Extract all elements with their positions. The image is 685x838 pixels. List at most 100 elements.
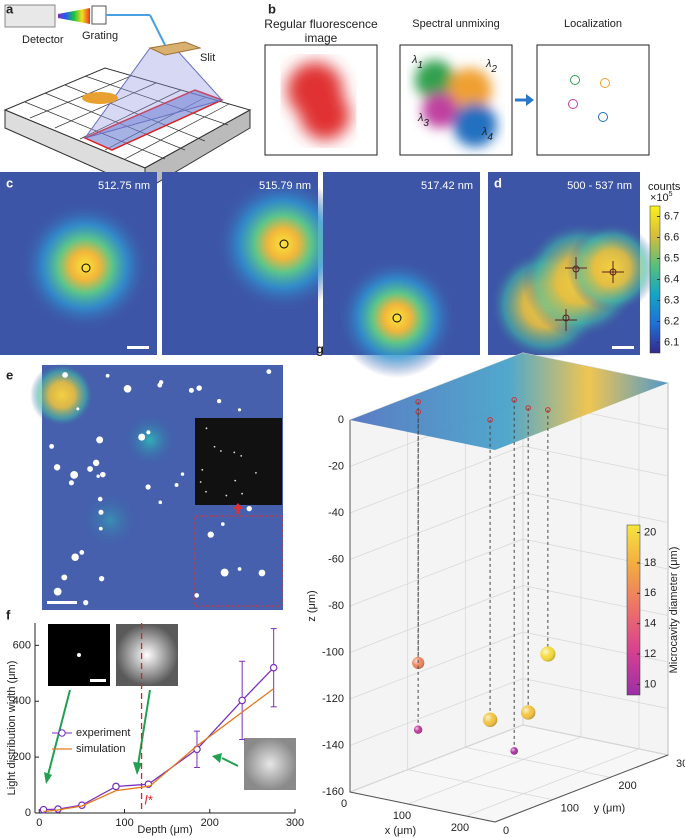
multiplier: ×10 (650, 192, 669, 204)
colorbar-title: counts (648, 181, 681, 193)
tick-label: -60 (328, 553, 344, 565)
beam (149, 14, 166, 46)
scale-bar (47, 601, 77, 604)
tick-label: 6.4 (664, 273, 679, 285)
tick-label: -20 (328, 460, 344, 472)
threshold-label: l* (145, 792, 154, 807)
cell-dot (62, 372, 68, 378)
localization (279, 239, 289, 249)
scale-bar (127, 346, 149, 349)
cell-dot (98, 526, 103, 531)
grid-line (407, 769, 553, 801)
lambda: λ2 (485, 58, 497, 75)
colorbar (626, 524, 641, 696)
cell-dot (76, 407, 80, 411)
arrow-head (526, 94, 534, 106)
grid-line (522, 585, 669, 616)
cell-dot (96, 474, 100, 479)
cell-dot (158, 500, 163, 505)
sample (82, 92, 118, 104)
grid-line (465, 746, 611, 778)
cell-dot (201, 468, 204, 471)
tick-label: 200 (13, 751, 31, 763)
panel-label: a (6, 1, 14, 16)
panel-label: f (6, 607, 11, 622)
step-title: Localization (564, 18, 622, 30)
tick-label: 14 (644, 618, 656, 630)
tick-label: 200 (201, 817, 219, 829)
tick-label: 200 (451, 822, 469, 834)
tick-label: 200 (618, 780, 636, 792)
cell-dot (237, 408, 242, 412)
z-axis-label: z (μm) (306, 590, 318, 621)
cell-dot (146, 430, 151, 435)
cell-dot (79, 550, 85, 555)
panel-label: b (268, 1, 276, 16)
microcavity-shine (412, 656, 425, 670)
microcavity-shine (482, 712, 498, 728)
scale-bar (90, 679, 106, 682)
cell-dot (213, 445, 216, 448)
cell-dot (105, 373, 110, 378)
tick-label: 600 (13, 639, 31, 651)
tick-label: 0 (36, 817, 42, 829)
lambda: λ4 (481, 126, 493, 143)
microcavity-shine (510, 747, 518, 755)
series-line (43, 667, 275, 811)
slit (148, 41, 202, 56)
intensity-blob (20, 201, 150, 331)
cell-dot (220, 522, 225, 526)
scale-bar (612, 346, 634, 349)
tick-label: 18 (644, 557, 656, 569)
surface-marker (545, 407, 551, 413)
label: Detector (22, 34, 64, 46)
tick-label: 6.2 (664, 315, 679, 327)
colorbar-label: Microcavity diameter (μm) (668, 547, 680, 674)
cell-dot (246, 505, 252, 512)
tick-label: 6.3 (664, 294, 679, 306)
intensity-blob (80, 490, 140, 550)
grid-line (349, 631, 524, 700)
tick-label: 6.6 (664, 231, 679, 243)
cell-dot (216, 398, 222, 404)
cell-dot (49, 443, 55, 449)
cell-dot (123, 384, 132, 393)
cell-dot (233, 451, 236, 454)
tick-label: 300 (676, 758, 685, 770)
cell-dot (266, 369, 272, 375)
inset (116, 624, 178, 686)
tick-label: 16 (644, 587, 656, 599)
wavelength: 512.75 nm (98, 180, 150, 192)
color-blobs (415, 60, 497, 147)
tick-label: -100 (322, 646, 344, 658)
cell-dot (97, 496, 103, 502)
tick-label: 6.5 (664, 252, 679, 264)
crosshairs (555, 257, 624, 331)
tick-label: 12 (644, 648, 656, 660)
panel-label: g (316, 341, 324, 356)
localization (81, 263, 91, 273)
intensity-blob (215, 176, 351, 312)
grid-line (349, 538, 524, 607)
cell-dot (199, 481, 202, 483)
series-line (43, 688, 275, 813)
exponent: 5 (669, 191, 673, 198)
arrow-head (233, 503, 243, 509)
tick-label: -40 (328, 507, 344, 519)
cell-dot (68, 480, 74, 486)
point (269, 663, 278, 672)
tick-label: -80 (328, 600, 344, 612)
grid-line (349, 445, 524, 514)
tick-label: -120 (322, 693, 344, 705)
cell-dot (241, 492, 244, 495)
cell-dot (258, 569, 266, 577)
point (112, 782, 120, 791)
cell-dot (138, 433, 146, 441)
inset-images (44, 624, 296, 790)
spectrum (58, 8, 90, 24)
grid-line (407, 736, 582, 805)
intensity-blob (567, 223, 657, 313)
cell-dot (87, 466, 93, 472)
